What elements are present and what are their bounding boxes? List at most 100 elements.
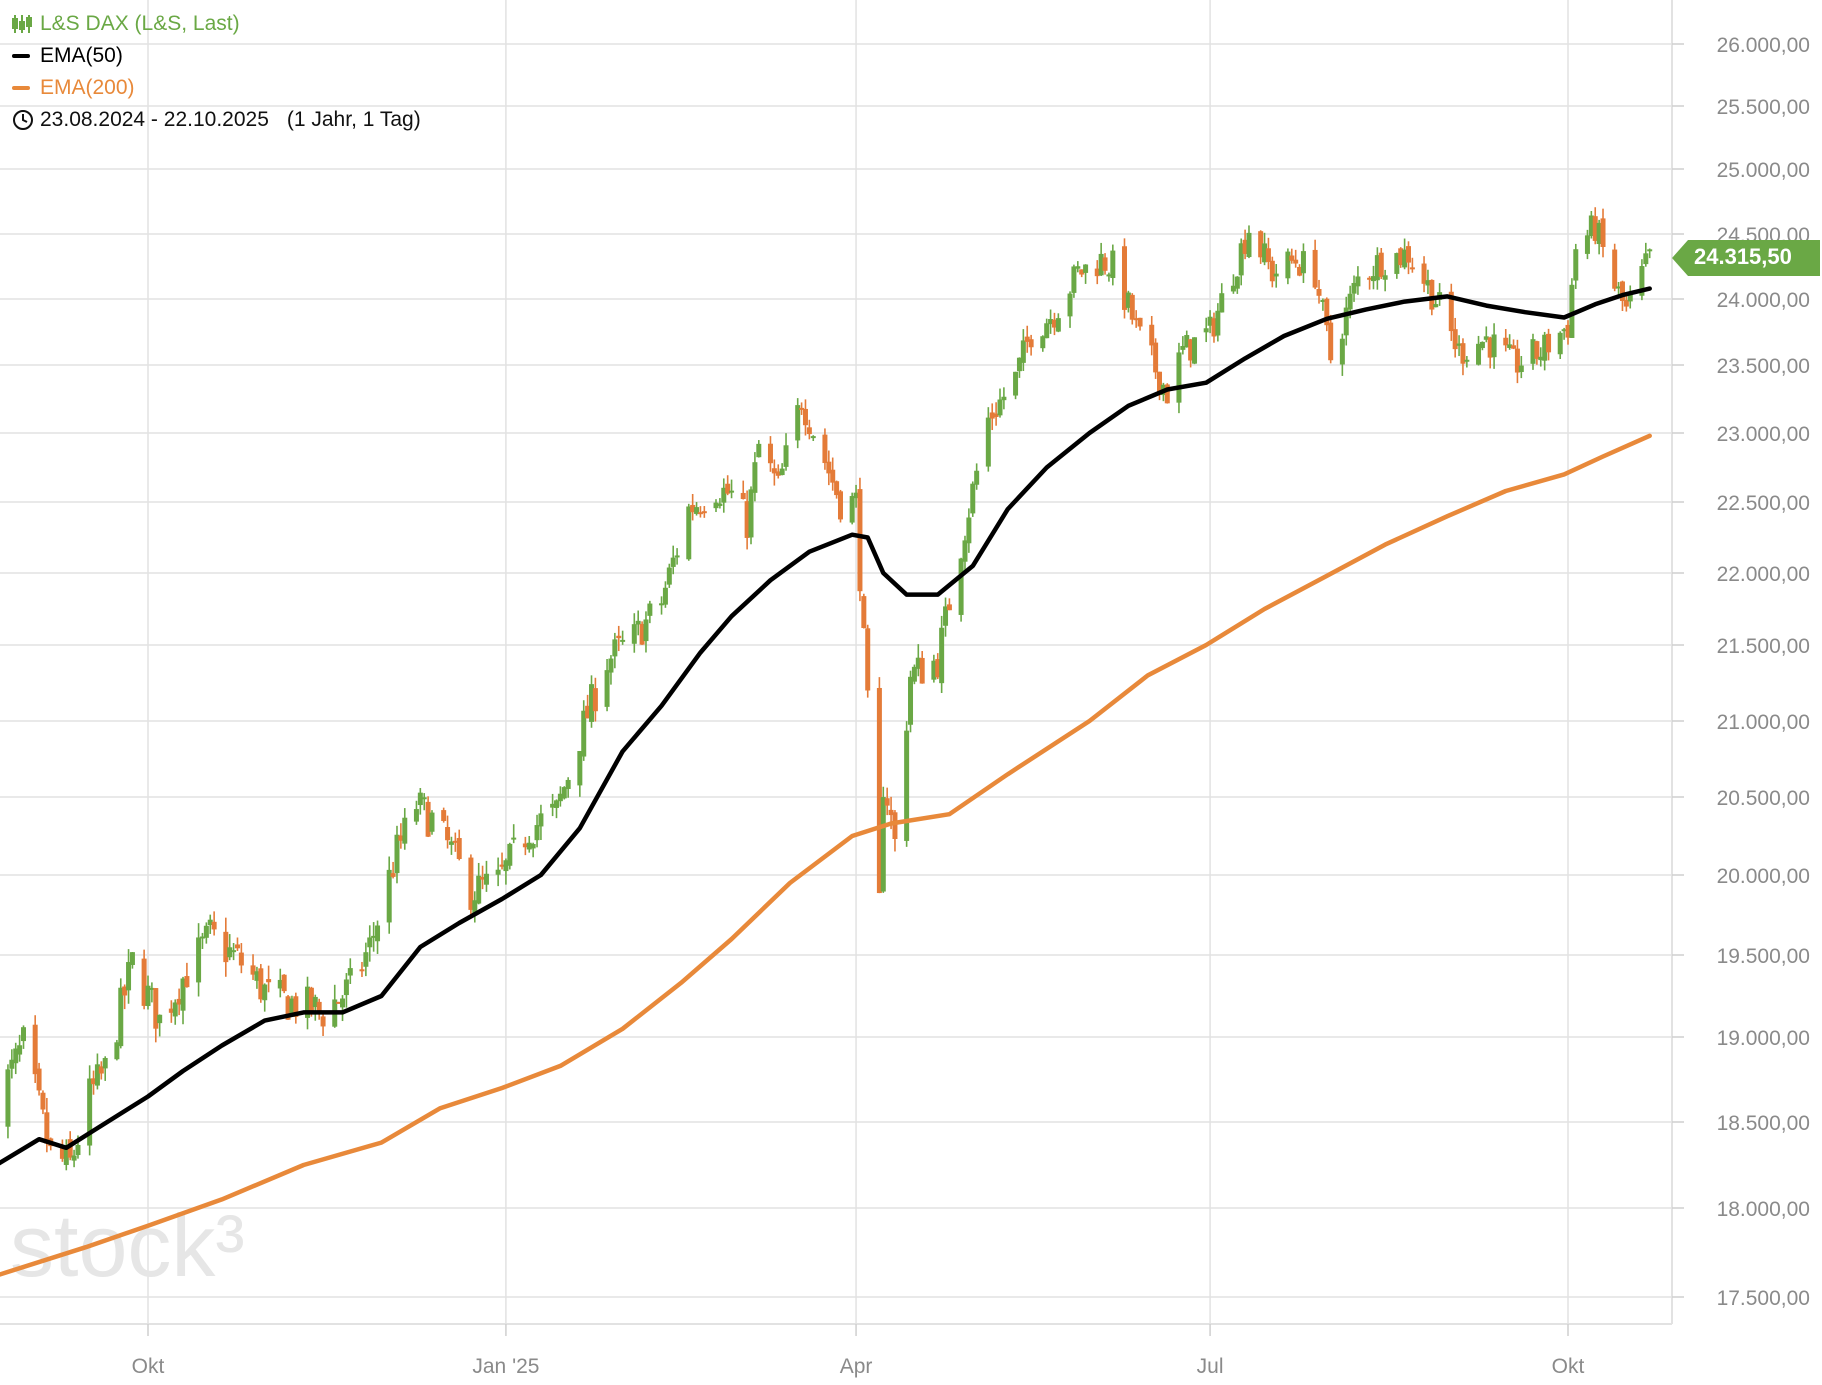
candle-body <box>748 489 754 538</box>
candle <box>771 459 777 486</box>
candle-body <box>589 684 595 722</box>
candle-body <box>631 624 637 644</box>
candle <box>40 1090 46 1115</box>
candle-body <box>1265 248 1271 262</box>
candle <box>277 968 283 998</box>
candle <box>915 644 921 677</box>
candle <box>234 937 240 952</box>
legend-item-ema200[interactable]: EMA(200) <box>12 72 421 104</box>
candle <box>783 433 789 471</box>
candle <box>1297 264 1303 277</box>
candle-body <box>343 979 349 996</box>
candle-body <box>452 840 458 843</box>
candle <box>1269 256 1275 288</box>
candle <box>865 624 871 698</box>
candle <box>561 786 567 800</box>
candle-body <box>958 558 964 615</box>
candle <box>966 508 972 553</box>
legend-item-ema50[interactable]: EMA(50) <box>12 40 421 72</box>
candle <box>363 942 369 977</box>
candle-body <box>1048 319 1054 325</box>
candle <box>5 1064 11 1139</box>
candle <box>931 654 937 683</box>
candle <box>581 700 587 761</box>
candle-body <box>1351 282 1357 294</box>
candle-body <box>266 979 272 983</box>
candle-body <box>919 657 925 684</box>
candle-body <box>375 925 381 942</box>
legend-item-instrument[interactable]: L&S DAX (L&S, Last) <box>12 8 421 40</box>
candle <box>1328 314 1334 364</box>
candle <box>1051 312 1057 336</box>
candle <box>1110 244 1116 286</box>
candle-body <box>876 687 882 894</box>
legend-date-range[interactable]: 23.08.2024 - 22.10.2025 (1 Jahr, 1 Tag) <box>12 104 421 136</box>
candle-body <box>744 501 750 538</box>
candle-body <box>1464 359 1470 362</box>
candle-body <box>141 958 147 1006</box>
x-tick-label: Apr <box>840 1355 873 1378</box>
candle <box>289 995 295 1016</box>
candle-body <box>59 1146 65 1159</box>
candle-body <box>180 978 186 1011</box>
candle-body <box>1297 266 1303 276</box>
candle <box>1573 243 1579 289</box>
candle-body <box>1137 317 1143 327</box>
candle <box>281 974 287 994</box>
candle <box>1421 256 1427 293</box>
y-tick-label: 19.000,00 <box>1717 1027 1810 1050</box>
candle <box>262 983 268 1012</box>
candle <box>670 545 676 575</box>
candle-body <box>157 1014 163 1024</box>
candle-body <box>402 817 408 844</box>
candle <box>149 982 155 1003</box>
candle-body <box>413 809 419 822</box>
candle-body <box>1592 216 1598 241</box>
candle <box>1265 237 1271 270</box>
candle-body <box>557 793 563 802</box>
candle-body <box>561 787 567 799</box>
candle <box>1596 219 1602 255</box>
candle-body <box>690 504 696 513</box>
candle <box>1479 341 1485 351</box>
candle <box>962 535 968 571</box>
candle <box>1343 296 1349 346</box>
candle <box>398 823 404 849</box>
candle <box>802 399 808 436</box>
legend-label-instrument: L&S DAX (L&S, Last) <box>40 12 240 35</box>
candle-body <box>604 670 610 707</box>
candle-body <box>783 445 789 467</box>
candle-body <box>616 635 622 639</box>
candle-body <box>503 860 509 872</box>
candle <box>1511 339 1517 350</box>
candle-body <box>9 1059 15 1069</box>
candle-body <box>1448 291 1454 332</box>
y-tick-label: 18.500,00 <box>1717 1112 1810 1135</box>
candle-body <box>207 919 213 926</box>
candle <box>1398 247 1404 268</box>
candle-body <box>285 996 291 1020</box>
candle-body <box>476 875 482 904</box>
candle-body <box>211 921 217 930</box>
candle <box>347 958 353 984</box>
candle-body <box>1429 279 1435 310</box>
candle-body <box>1425 280 1431 286</box>
candle <box>507 842 513 870</box>
candle-body <box>398 835 404 841</box>
candle <box>441 807 447 823</box>
candle <box>476 862 482 905</box>
candle <box>1405 241 1411 275</box>
clock-icon <box>12 109 40 131</box>
candle <box>468 854 474 919</box>
candle-body <box>1051 319 1057 328</box>
candle-body <box>1538 356 1544 361</box>
candle-body <box>468 857 474 910</box>
candle-body <box>526 842 532 850</box>
candle <box>1600 208 1606 258</box>
candle <box>87 1065 93 1156</box>
candle <box>729 479 735 499</box>
candle <box>876 677 882 894</box>
candle <box>456 829 462 861</box>
candle-body <box>1623 299 1629 307</box>
